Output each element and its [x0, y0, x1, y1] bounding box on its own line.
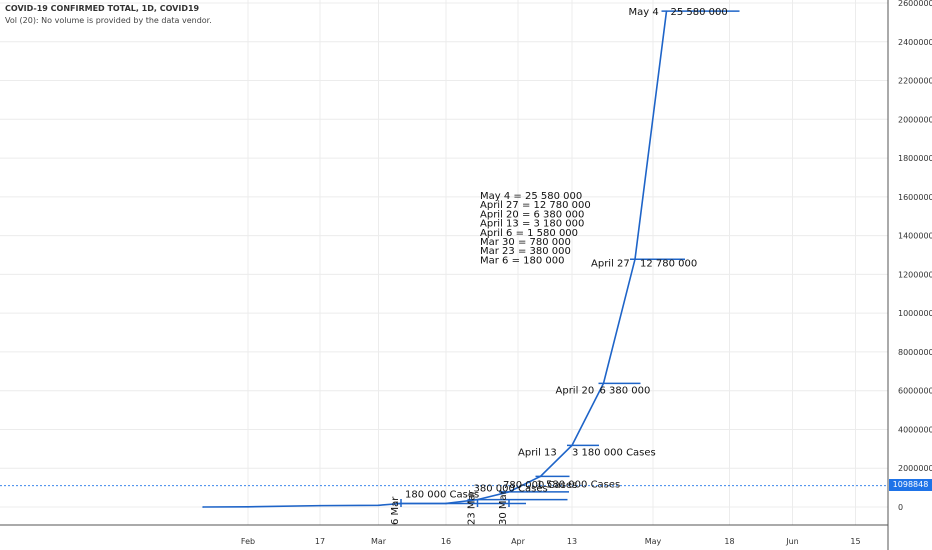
point-value-label: 6 380 000	[600, 385, 651, 396]
y-tick-label: 18000000	[898, 154, 932, 163]
y-tick-label: 20000000	[898, 115, 932, 124]
summary-line: May 4 = 25 580 000	[480, 191, 582, 202]
data-point-3	[377, 504, 380, 507]
x-tick-label: Apr	[511, 537, 526, 546]
point-value-label: 1 580 000 Cases	[537, 479, 621, 490]
data-point-5	[445, 502, 447, 505]
rotated-date-label: 23 Mar	[467, 489, 478, 525]
y-tick-label: 22000000	[898, 77, 932, 86]
summary-line: Mar 23 = 380 000	[480, 246, 571, 257]
data-point-10	[602, 382, 605, 385]
point-value-label: 3 180 000 Cases	[572, 447, 656, 458]
data-point-2	[319, 504, 321, 507]
y-tick-label: 14000000	[898, 232, 932, 241]
rotated-date-label: 6 Mar	[390, 496, 401, 525]
point-value-label: 180 000 Cases	[405, 490, 479, 501]
x-tick-label: Feb	[241, 537, 255, 546]
point-date-label: May 4	[629, 7, 659, 18]
x-tick-label: 15	[850, 537, 860, 546]
summary-line: Mar 30 = 780 000	[480, 237, 571, 248]
summary-line: Mar 6 = 180 000	[480, 255, 565, 266]
data-point-6	[476, 498, 479, 501]
y-tick-label: 6000000	[898, 387, 932, 396]
point-date-label: April 27	[591, 258, 630, 269]
data-point-11	[634, 258, 636, 261]
x-tick-label: 17	[315, 537, 325, 546]
summary-line: April 27 = 12 780 000	[480, 200, 591, 211]
y-tick-label: 16000000	[898, 193, 932, 202]
point-value-label: 380 000 Cases	[474, 484, 548, 495]
rotated-date-label: 30 Mar	[498, 489, 509, 525]
point-value-label: 12 780 000	[640, 258, 697, 269]
x-tick-label: Jun	[785, 537, 799, 546]
volume-note: Vol (20): No volume is provided by the d…	[5, 16, 212, 25]
y-tick-label: 24000000	[898, 38, 932, 47]
summary-line: April 13 = 3 180 000	[480, 219, 584, 230]
x-tick-label: 13	[567, 537, 577, 546]
x-tick-label: Mar	[371, 537, 387, 546]
point-value-label: 25 580 000	[671, 7, 728, 18]
data-point-0	[202, 506, 204, 508]
y-tick-label: 4000000	[898, 425, 932, 434]
y-tick-label: 12000000	[898, 270, 932, 279]
data-point-9	[571, 444, 573, 447]
y-tick-label: 8000000	[898, 348, 932, 357]
data-point-8	[539, 475, 542, 478]
summary-line: April 20 = 6 380 000	[480, 209, 584, 220]
data-point-7	[508, 491, 510, 493]
data-point-4	[400, 502, 402, 505]
y-tick-label: 2000000	[898, 464, 932, 473]
data-point-1	[247, 505, 249, 508]
y-tick-label: 10000000	[898, 309, 932, 318]
current-value-tag: 1098848	[889, 479, 932, 491]
y-tick-label: 0	[898, 503, 903, 512]
point-value-label: 780 000 Cases	[503, 480, 577, 491]
y-tick-label: 26000000	[898, 0, 932, 8]
data-point-12	[665, 10, 668, 12]
chart-title: COVID-19 CONFIRMED TOTAL, 1D, COVID19	[5, 4, 200, 13]
x-tick-label: 18	[724, 537, 734, 546]
point-date-label: April 13	[518, 447, 557, 458]
summary-line: April 6 = 1 580 000	[480, 228, 578, 239]
x-tick-label: May	[645, 537, 662, 546]
x-tick-label: 16	[441, 537, 451, 546]
point-date-label: April 20	[556, 385, 595, 396]
